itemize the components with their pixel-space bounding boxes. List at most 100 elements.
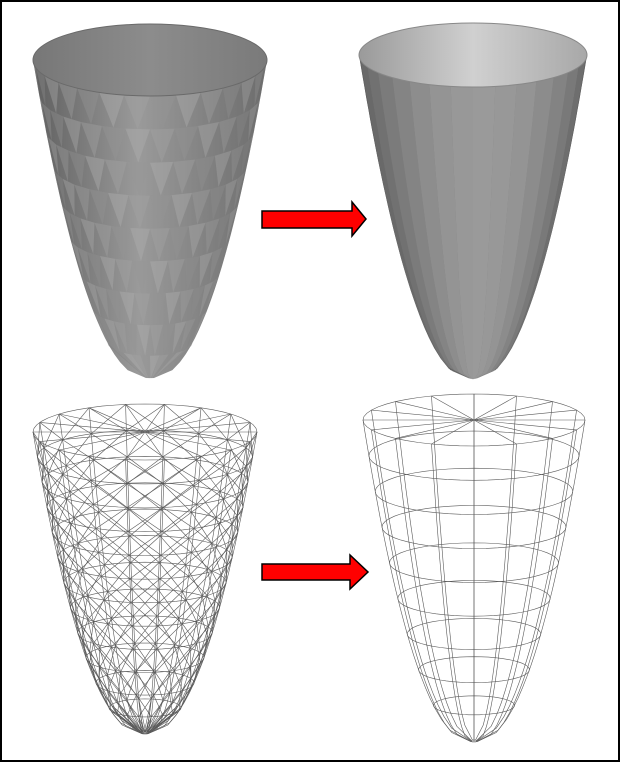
facet (69, 213, 83, 250)
diag-line (57, 540, 79, 572)
facet (86, 281, 101, 317)
diag-line (77, 512, 99, 544)
diag-line (93, 483, 127, 505)
facet (113, 321, 128, 354)
diag-line (230, 413, 247, 449)
facet (35, 68, 46, 107)
cap-spoke (473, 419, 577, 431)
diag-line (111, 617, 136, 644)
diag-line (95, 682, 112, 705)
diag-line (111, 646, 136, 673)
cap-spoke (88, 431, 146, 457)
diag-line (193, 652, 201, 683)
meridian-line (476, 401, 553, 741)
diag-line (151, 672, 170, 700)
diag-line (93, 459, 129, 484)
facet (231, 144, 244, 182)
facet (205, 276, 219, 314)
cap-spoke (473, 419, 553, 439)
diag-line (98, 678, 118, 703)
diag-line (160, 528, 195, 556)
diag-line (82, 576, 102, 596)
diag-line (182, 623, 197, 644)
ring-line (37, 429, 253, 485)
diag-line (57, 524, 79, 544)
facet (106, 288, 120, 323)
diag-line (178, 595, 203, 619)
strip (450, 86, 473, 380)
diag-line (153, 670, 164, 701)
facet (188, 222, 206, 258)
facet (190, 311, 207, 347)
diag-line (158, 538, 189, 563)
facet (85, 155, 105, 192)
diag-line (117, 672, 121, 703)
diag-line (206, 549, 228, 570)
diag-line (127, 531, 162, 556)
facet (184, 256, 200, 291)
diag-line (101, 576, 132, 603)
diag-line (74, 613, 94, 644)
facet (74, 184, 90, 221)
diag-line (212, 601, 216, 633)
facet (246, 130, 255, 170)
meridian-line (125, 404, 145, 733)
diag-line (227, 422, 251, 441)
diag-line (62, 474, 94, 505)
diag-line (146, 699, 152, 733)
diag-line (32, 431, 45, 467)
diag-line (191, 512, 213, 544)
facet (167, 258, 185, 293)
diag-line (180, 678, 192, 708)
diag-line (157, 599, 186, 627)
diag-line (70, 607, 82, 639)
diag-line (215, 498, 238, 518)
facet (100, 256, 116, 291)
facet (173, 159, 196, 195)
diag-line (107, 562, 132, 592)
diag-line (196, 613, 216, 644)
diag-line (198, 433, 225, 466)
diag-line (85, 657, 100, 679)
facet (150, 95, 176, 130)
cap-spoke (125, 404, 146, 433)
diag-line (148, 707, 182, 733)
cap-spoke (144, 422, 251, 433)
diag-line (104, 578, 131, 601)
facet (169, 226, 189, 260)
facet (241, 75, 256, 114)
facet (61, 201, 71, 240)
diag-line (161, 531, 192, 553)
diag-line (43, 447, 67, 466)
facet (180, 288, 194, 323)
facet (222, 82, 242, 120)
diag-line (73, 517, 102, 539)
facet (165, 291, 181, 325)
diag-line (104, 535, 131, 566)
diag-line (98, 531, 129, 553)
facet (119, 291, 135, 325)
wireframe-quad-cup (362, 393, 586, 743)
diag-line (99, 667, 121, 694)
diag-line (85, 657, 100, 688)
diag-line (219, 490, 242, 524)
facet (97, 315, 114, 350)
diag-line (206, 569, 216, 602)
facet (93, 311, 110, 347)
diag-line (198, 413, 231, 435)
cap-spoke (144, 431, 165, 460)
meridian-line (362, 419, 471, 742)
diag-line (206, 595, 216, 615)
ring-line (70, 588, 220, 627)
facet (111, 348, 147, 379)
diag-line (158, 602, 183, 624)
diag-line (245, 431, 258, 449)
diag-line (128, 509, 161, 537)
facet (77, 88, 100, 125)
diag-line (129, 535, 160, 563)
cup-rim (32, 23, 268, 97)
diag-line (126, 404, 165, 431)
diag-line (133, 625, 159, 650)
diag-line (196, 621, 201, 653)
cap-spoke (39, 431, 146, 442)
